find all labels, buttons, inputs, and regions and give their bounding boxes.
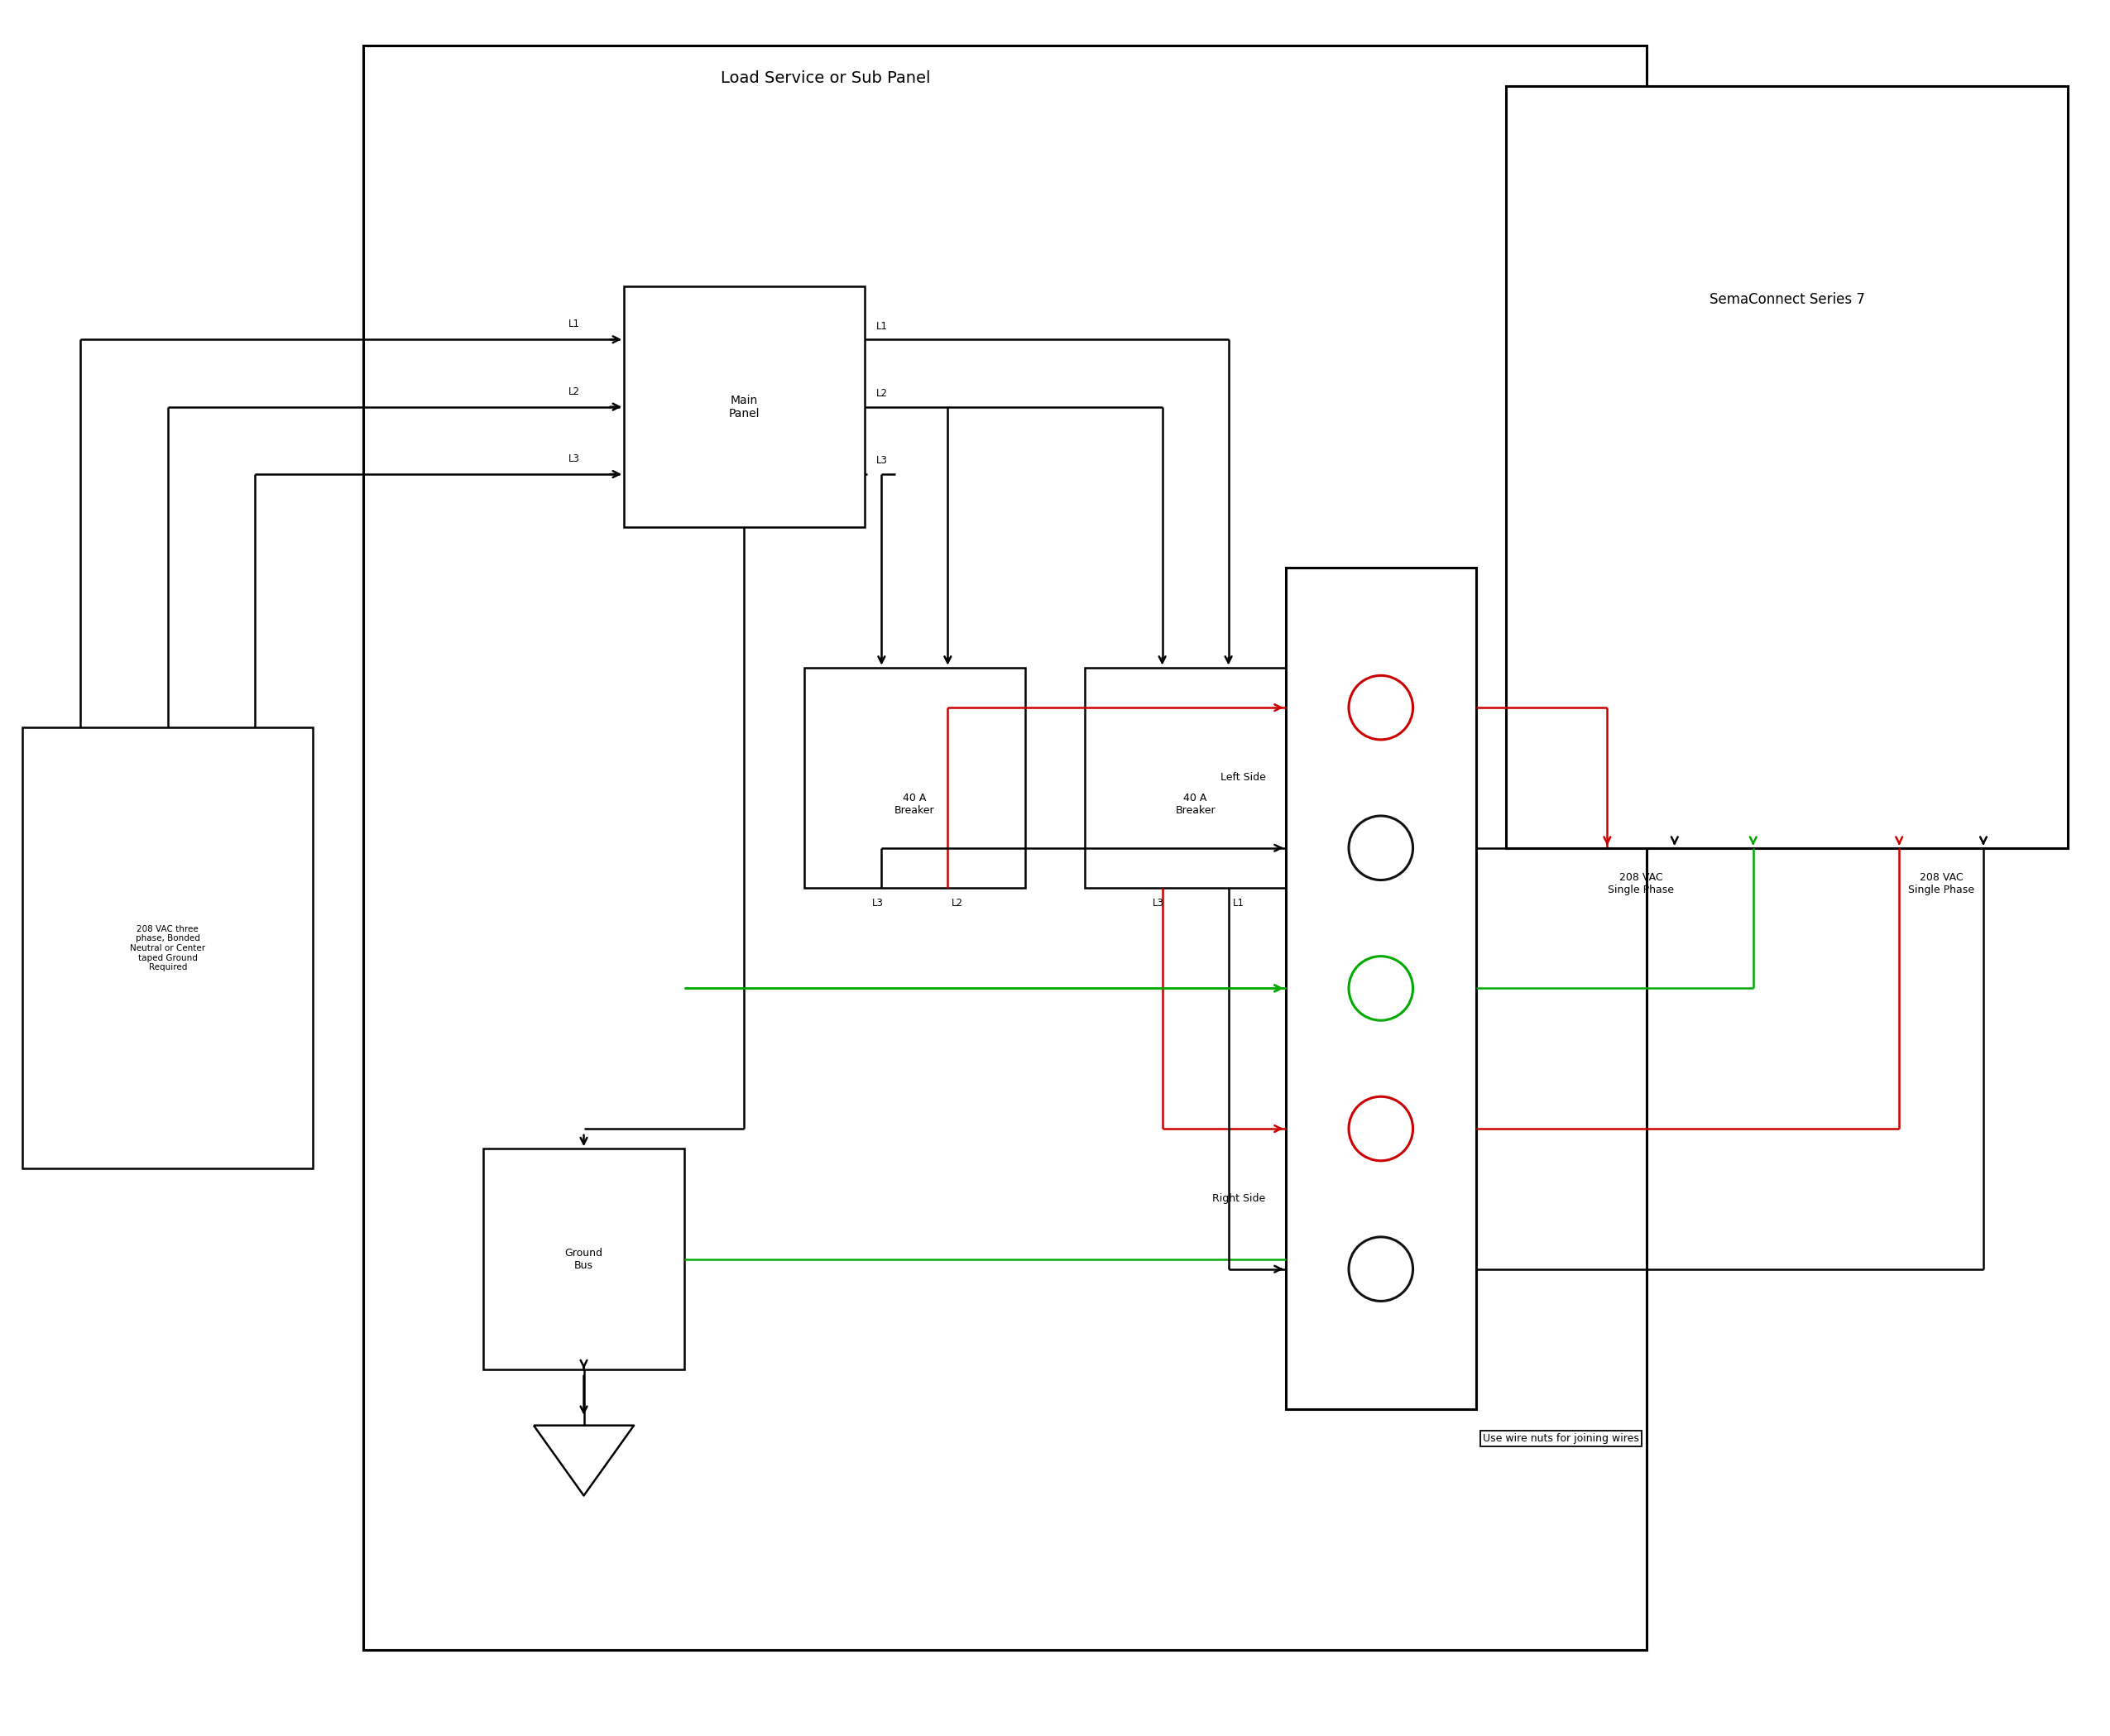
Bar [625,286,865,528]
Text: Use wire nuts for joining wires: Use wire nuts for joining wires [1483,1434,1639,1444]
Text: Left Side: Left Side [1220,773,1266,783]
Text: 40 A
Breaker: 40 A Breaker [1175,793,1215,816]
Text: SemaConnect Series 7: SemaConnect Series 7 [1709,292,1865,307]
Text: 208 VAC
Single Phase: 208 VAC Single Phase [1907,871,1975,896]
Bar [804,667,1025,889]
Bar [23,727,312,1168]
Text: L2: L2 [952,898,964,910]
Text: L1: L1 [568,319,580,330]
Text: 208 VAC
Single Phase: 208 VAC Single Phase [1608,871,1673,896]
Text: L3: L3 [871,898,884,910]
Text: L1: L1 [876,321,888,332]
Bar [483,1149,684,1370]
Text: Ground
Bus: Ground Bus [565,1248,603,1271]
Bar [1085,667,1306,889]
Text: L2: L2 [876,389,888,399]
Text: L3: L3 [1152,898,1165,910]
Text: L3: L3 [876,455,888,467]
Text: Main
Panel: Main Panel [728,394,760,420]
Bar [363,45,1646,1649]
Bar [1507,87,2068,847]
Text: 40 A
Breaker: 40 A Breaker [895,793,935,816]
Text: L3: L3 [568,453,580,464]
Text: L2: L2 [568,385,580,398]
Text: 208 VAC three
phase, Bonded
Neutral or Center
taped Ground
Required: 208 VAC three phase, Bonded Neutral or C… [131,925,205,972]
Text: L1: L1 [1232,898,1245,910]
Bar [1285,568,1477,1410]
Text: Load Service or Sub Panel: Load Service or Sub Panel [720,69,931,85]
Text: Right Side: Right Side [1213,1193,1266,1205]
